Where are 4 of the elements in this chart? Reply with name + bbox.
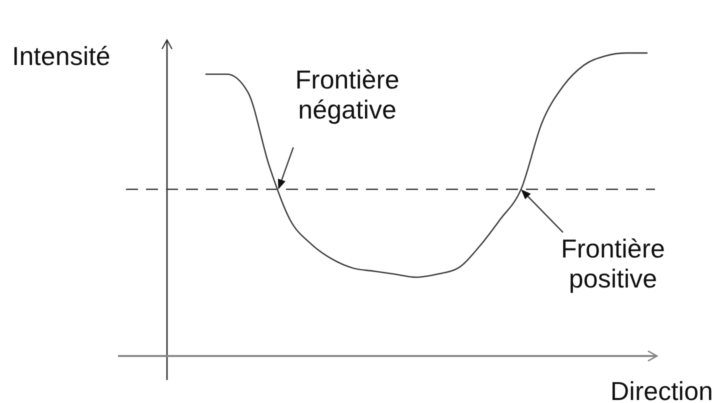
annotation: Frontière positive bbox=[560, 233, 666, 294]
x-axis-title: Direction bbox=[610, 376, 713, 403]
annotation: Frontière négative bbox=[295, 64, 400, 124]
y-axis-title: Intensité bbox=[12, 41, 110, 71]
